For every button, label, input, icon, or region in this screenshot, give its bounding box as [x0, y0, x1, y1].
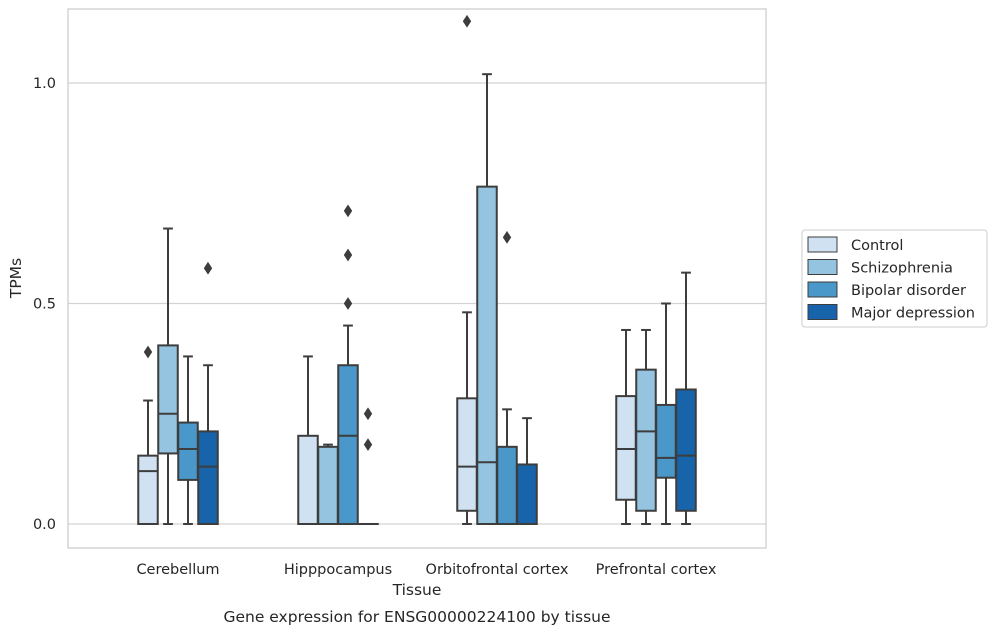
- outlier-point: [344, 298, 351, 309]
- legend: Control Schizophrenia Bipolar disorder Majo…: [802, 230, 987, 327]
- outlier-point: [364, 408, 371, 419]
- legend-swatch: [808, 237, 837, 252]
- chart-caption: Gene expression for ENSG00000224100 by t…: [223, 608, 610, 626]
- box-group: [656, 304, 676, 525]
- legend-label: Bipolar disorder: [851, 283, 966, 299]
- box-layer: [138, 0, 696, 524]
- box: [158, 345, 178, 453]
- x-axis-label: Tissue: [392, 581, 442, 599]
- y-tick-label: 0.0: [33, 517, 56, 533]
- box: [616, 396, 636, 500]
- box: [457, 398, 477, 510]
- x-tick-label: Hipppocampus: [284, 562, 392, 578]
- legend-label: Schizophrenia: [851, 261, 953, 277]
- box: [656, 405, 676, 478]
- box-group: [517, 418, 537, 524]
- box: [477, 187, 497, 524]
- outlier-point: [204, 263, 211, 274]
- box-group: [198, 263, 218, 524]
- outlier-point: [463, 16, 470, 27]
- box: [497, 447, 517, 524]
- legend-label: Major depression: [851, 306, 975, 322]
- x-tick-label: Orbitofrontal cortex: [426, 562, 569, 578]
- legend-swatch: [808, 260, 837, 275]
- y-tick-label: 1.0: [33, 76, 56, 92]
- outlier-point: [364, 439, 371, 450]
- box: [338, 365, 358, 524]
- box-group: [318, 445, 338, 524]
- outlier-point: [344, 249, 351, 260]
- box-group: [178, 356, 198, 524]
- outlier-point: [503, 232, 510, 243]
- box: [636, 370, 656, 511]
- box: [198, 431, 218, 524]
- box-group: [457, 16, 477, 524]
- box-group: [636, 330, 656, 524]
- box-group: [158, 229, 178, 524]
- box-group: [298, 356, 318, 524]
- box-group: [358, 408, 378, 524]
- box-group: [338, 205, 358, 524]
- box-group: [616, 330, 636, 524]
- legend-swatch: [808, 305, 837, 320]
- x-axis-ticks: Cerebellum Hipppocampus Orbitofrontal cort…: [136, 562, 716, 578]
- y-tick-label: 0.5: [33, 297, 56, 313]
- outlier-point: [344, 205, 351, 216]
- box-group: [477, 0, 497, 524]
- legend-swatch: [808, 282, 837, 297]
- box: [517, 464, 537, 524]
- box-group: [497, 232, 517, 524]
- box: [178, 423, 198, 480]
- y-axis-label: TPMs: [7, 258, 25, 299]
- box: [298, 436, 318, 524]
- box: [676, 389, 696, 510]
- x-tick-label: Prefrontal cortex: [596, 562, 717, 578]
- box: [318, 447, 338, 524]
- box: [138, 456, 158, 524]
- legend-label: Control: [851, 238, 903, 254]
- x-tick-label: Cerebellum: [136, 562, 219, 578]
- box-group: [138, 0, 158, 524]
- box-group: [676, 273, 696, 524]
- y-axis-ticks: 0.00.51.01.52.0: [33, 0, 56, 533]
- outlier-point: [144, 347, 151, 358]
